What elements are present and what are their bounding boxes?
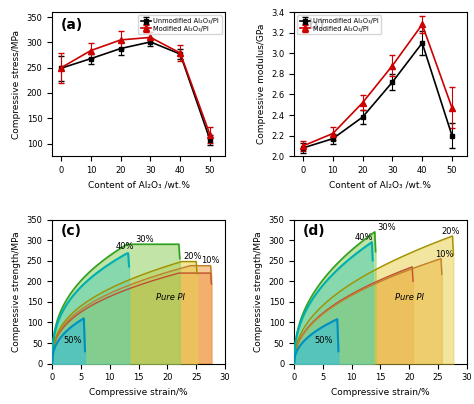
Text: (d): (d) [303, 224, 325, 238]
Y-axis label: Compressive stress/MPa: Compressive stress/MPa [12, 29, 21, 139]
Text: Pure PI: Pure PI [156, 293, 185, 302]
Text: 40%: 40% [355, 233, 373, 242]
Text: 10%: 10% [201, 256, 219, 265]
X-axis label: Content of Al₂O₃ /wt.%: Content of Al₂O₃ /wt.% [88, 181, 190, 189]
Text: 50%: 50% [64, 336, 82, 345]
Text: 20%: 20% [441, 227, 459, 236]
Text: (b): (b) [303, 18, 325, 32]
Y-axis label: Compressive modulus/GPa: Compressive modulus/GPa [256, 24, 265, 144]
Legend: Unmodified Al₂O₃/PI, Modified Al₂O₃/PI: Unmodified Al₂O₃/PI, Modified Al₂O₃/PI [138, 15, 222, 34]
X-axis label: Content of Al₂O₃ /wt.%: Content of Al₂O₃ /wt.% [329, 181, 431, 189]
Text: 30%: 30% [378, 223, 396, 232]
Text: Pure PI: Pure PI [395, 293, 424, 302]
Text: 10%: 10% [435, 250, 454, 259]
X-axis label: Compressive strain/%: Compressive strain/% [89, 388, 188, 397]
Text: 30%: 30% [136, 235, 155, 244]
Text: (a): (a) [61, 18, 83, 32]
Text: 50%: 50% [314, 336, 333, 345]
Text: 20%: 20% [183, 252, 202, 261]
X-axis label: Compressive strain/%: Compressive strain/% [331, 388, 430, 397]
Y-axis label: Compressive strength/MPa: Compressive strength/MPa [12, 231, 21, 352]
Text: (c): (c) [61, 224, 82, 238]
Y-axis label: Compressive strength/MPa: Compressive strength/MPa [254, 231, 263, 352]
Text: 40%: 40% [116, 242, 134, 251]
Legend: Unmodified Al₂O₃/PI, Modified Al₂O₃/PI: Unmodified Al₂O₃/PI, Modified Al₂O₃/PI [297, 15, 381, 34]
